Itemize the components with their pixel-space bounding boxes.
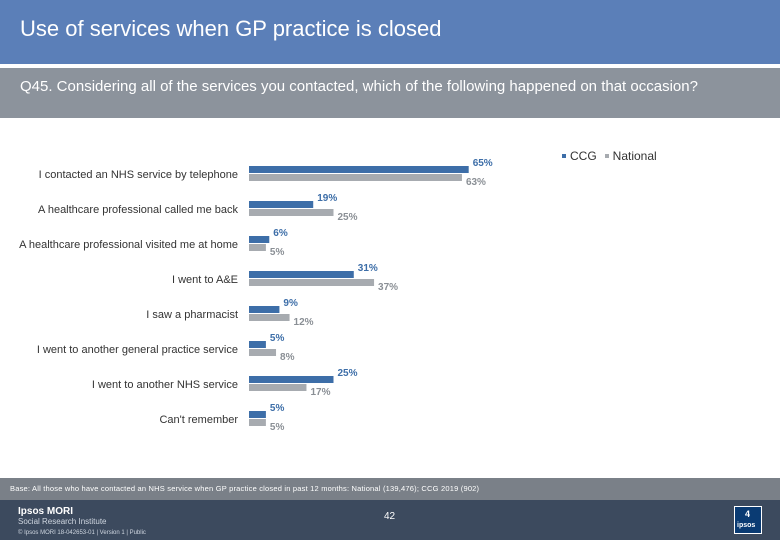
bar-ccg [249, 166, 469, 173]
question-bar [0, 68, 780, 118]
legend-label-national: National [612, 149, 657, 163]
bar-chart: I contacted an NHS service by telephone 6… [19, 158, 493, 433]
data-label-national: 5% [270, 247, 285, 258]
bar-ccg [249, 271, 354, 278]
ipsos-logo [734, 506, 762, 534]
data-label-ccg: 9% [283, 298, 298, 309]
page-number: 42 [384, 511, 396, 522]
base-note: Base: All those who have contacted an NH… [10, 484, 480, 493]
data-label-ccg: 5% [270, 403, 285, 414]
bar-ccg [249, 341, 266, 348]
legend-swatch-ccg [562, 154, 566, 158]
data-label-ccg: 6% [273, 228, 288, 239]
brand-subtitle: Social Research Institute [18, 517, 107, 526]
data-label-national: 5% [270, 422, 285, 433]
bar-ccg [249, 306, 280, 313]
data-label-ccg: 25% [338, 368, 358, 379]
category-label: I contacted an NHS service by telephone [39, 169, 238, 181]
data-label-national: 8% [280, 352, 295, 363]
data-label-national: 63% [466, 177, 486, 188]
category-label: I went to A&E [172, 274, 238, 286]
data-label-ccg: 65% [473, 158, 493, 169]
category-label: I saw a pharmacist [146, 309, 238, 321]
bar-national [249, 244, 266, 251]
chart-legend: CCG National [562, 149, 657, 163]
title-bar [0, 0, 780, 64]
brand-name: Ipsos MORI [18, 506, 74, 517]
bar-ccg [249, 376, 334, 383]
bar-ccg [249, 201, 314, 208]
legend-swatch-national [604, 154, 609, 158]
bar-national [249, 349, 277, 356]
data-label-ccg: 19% [317, 193, 337, 204]
footer-meta: © Ipsos MORI 18-042653-01 | Version 1 | … [18, 530, 146, 536]
bar-national [249, 209, 334, 216]
page-title: Use of services when GP practice is clos… [20, 16, 442, 41]
bar-national [249, 174, 462, 181]
category-label: A healthcare professional visited me at … [19, 239, 238, 251]
bar-national [249, 279, 375, 286]
question-text: Q45. Considering all of the services you… [20, 78, 698, 95]
category-label: A healthcare professional called me back [38, 204, 238, 216]
logo-wordmark: ipsos [737, 522, 756, 529]
data-label-national: 17% [310, 387, 330, 398]
legend-label-ccg: CCG [570, 149, 597, 163]
category-label: I went to another NHS service [92, 379, 238, 391]
footer-base-bar [0, 478, 780, 500]
data-label-ccg: 5% [270, 333, 285, 344]
data-label-national: 37% [378, 282, 398, 293]
bar-national [249, 314, 290, 321]
legend-item-ccg: CCG [562, 149, 597, 163]
bar-ccg [249, 411, 266, 418]
bar-national [249, 384, 307, 391]
data-label-national: 25% [338, 212, 358, 223]
bar-ccg [249, 236, 270, 243]
category-label: Can't remember [159, 414, 238, 426]
legend-item-national: National [604, 149, 657, 163]
bar-national [249, 419, 266, 426]
footer-bar [0, 500, 780, 540]
data-label-ccg: 31% [358, 263, 378, 274]
data-label-national: 12% [294, 317, 314, 328]
category-label: I went to another general practice servi… [37, 344, 238, 356]
logo-mark: 4 [745, 509, 751, 519]
